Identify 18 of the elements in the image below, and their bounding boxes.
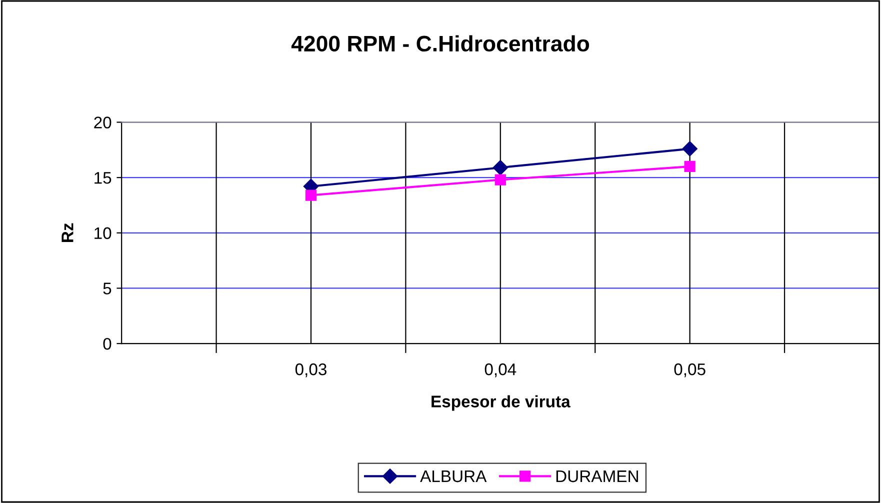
point <box>305 190 317 201</box>
y-tick-label: 0 <box>103 338 112 350</box>
y-axis-title: Rz <box>62 223 74 242</box>
legend-label: ALBURA <box>420 470 487 482</box>
y-tick-label: 5 <box>103 282 112 294</box>
x-tick-label: 0,04 <box>484 363 516 378</box>
y-tick-label: 20 <box>94 116 112 128</box>
x-axis-title: Espesor de viruta <box>432 395 570 411</box>
legend-label: DURAMEN <box>556 470 638 482</box>
x-tick-label: 0,05 <box>674 363 706 378</box>
point <box>682 141 698 156</box>
y-tick-label: 15 <box>94 172 112 184</box>
y-tick-label: 10 <box>94 227 112 240</box>
x-tick-label: 0,03 <box>295 363 326 378</box>
point <box>492 160 508 176</box>
chart-title: 4200 RPM - C.Hidrocentrado <box>291 35 590 52</box>
point <box>684 160 696 172</box>
point <box>494 174 506 186</box>
